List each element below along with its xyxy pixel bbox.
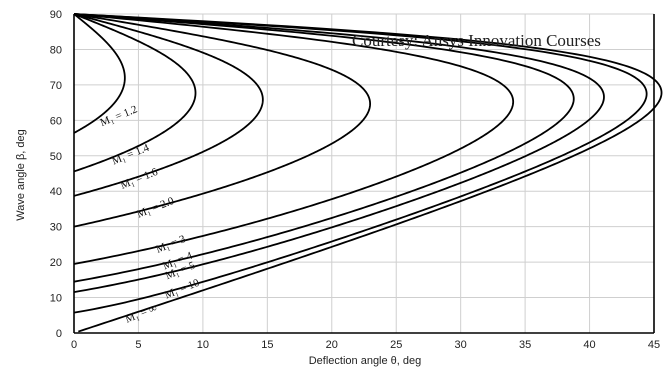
curve-label: M₁ = 1.2 [98,103,139,129]
y-tick-label: 30 [50,222,62,234]
x-tick-label: 5 [135,339,141,351]
x-tick-label: 45 [648,339,660,351]
y-tick-label: 80 [50,44,62,56]
curve-5 [73,13,605,293]
curve-label: M₁ = 1.4 [110,142,151,168]
y-tick-label: 10 [50,293,62,305]
x-tick-label: 20 [326,339,338,351]
curve-10 [73,13,648,314]
x-tick-label: 0 [71,339,77,351]
grid [73,13,655,334]
curve-2 [73,13,372,228]
y-tick-label: 0 [56,328,62,340]
courtesy-annotation: Courtesy: Ansys Innovation Courses [352,31,601,50]
curve-4 [73,13,575,283]
axes: 0 5 10 15 20 25 30 35 40 45 0 10 20 30 40 50 60 70 80 90 [50,9,660,351]
x-tick-label: 40 [583,339,595,351]
curve-infinity [73,13,663,333]
curve-label: M₁ = 2.0 [135,195,176,221]
y-tick-label: 90 [50,9,62,21]
curve-1-2 [73,13,126,134]
y-tick-label: 40 [50,186,62,198]
curves [73,13,663,333]
y-tick-label: 20 [50,257,62,269]
curve-1-4 [73,13,197,173]
curve-3 [73,13,515,265]
curve-label: M₁ = ∞ [124,302,159,326]
x-tick-label: 25 [390,339,402,351]
y-axis-title: Wave angle β, deg [15,129,27,221]
x-tick-label: 10 [197,339,209,351]
x-axis-title: Deflection angle θ, deg [309,355,422,367]
x-tick-label: 35 [519,339,531,351]
y-tick-label: 60 [50,115,62,127]
x-tick-label: 30 [455,339,467,351]
y-tick-label: 70 [50,80,62,92]
x-tick-label: 15 [261,339,273,351]
curve-1-6 [73,13,264,197]
y-tick-label: 50 [50,151,62,163]
curve-label: M₁ = 1.6 [119,166,160,192]
curve-labels: M₁ = 1.2M₁ = 1.4M₁ = 1.6M₁ = 2.0M₁ = 3M₁… [98,103,201,325]
